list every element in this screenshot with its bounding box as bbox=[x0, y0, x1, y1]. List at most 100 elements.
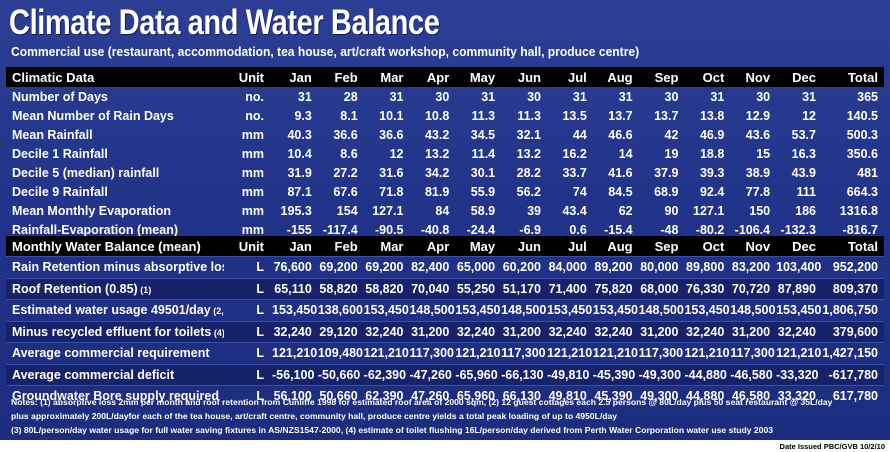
value-cell: 69,200 bbox=[317, 256, 364, 278]
climate-header-cell: Apr bbox=[409, 67, 456, 87]
unit-cell: L bbox=[224, 342, 272, 364]
unit-cell: mm bbox=[241, 165, 264, 180]
value-cell: 29,120 bbox=[317, 320, 364, 343]
value-cell: 27.2 bbox=[333, 165, 358, 180]
value-cell: 31 bbox=[802, 89, 816, 104]
climate-header-cell: Sep bbox=[638, 67, 685, 87]
climate-header-cell: Jan bbox=[272, 67, 318, 87]
value-cell: 150 bbox=[749, 203, 771, 218]
value-cell: 31 bbox=[572, 89, 587, 104]
value-cell: 42 bbox=[664, 127, 679, 142]
value-cell: -56,100 bbox=[272, 363, 318, 386]
balance-header-cell: Jul bbox=[546, 236, 593, 257]
value-cell: 148,500 bbox=[501, 299, 547, 321]
row-label: Rain Retention minus absorptive loss (1) bbox=[6, 256, 224, 278]
note-line-3: (3) 80L/person/day water usage for full … bbox=[11, 425, 774, 435]
balance-header-cell: Dec bbox=[776, 236, 822, 257]
value-cell: 127.1 bbox=[693, 203, 725, 218]
value-cell: 103,400 bbox=[776, 256, 822, 278]
value-cell: 121,210 bbox=[776, 342, 822, 364]
climate-header-cell: Climatic Data bbox=[6, 67, 224, 87]
balance-header-cell: Jun bbox=[501, 236, 547, 257]
note-reference: (4) bbox=[211, 327, 224, 338]
value-cell: 1,427,150 bbox=[822, 342, 884, 364]
value-cell: 36.6 bbox=[333, 127, 358, 142]
value-cell: 55,250 bbox=[455, 277, 502, 300]
value-cell: 31.6 bbox=[379, 165, 404, 180]
value-cell: 90 bbox=[664, 203, 679, 218]
value-cell: 44 bbox=[572, 127, 587, 142]
value-cell: 18.8 bbox=[699, 146, 725, 161]
value-cell: 109,480 bbox=[317, 342, 364, 364]
balance-table-row: Groundwater Bore supply required L 56,100 5… bbox=[6, 385, 884, 407]
value-cell: -45,390 bbox=[592, 363, 639, 386]
value-cell: 41.6 bbox=[608, 165, 633, 180]
balance-header-cell: Oct bbox=[684, 236, 731, 257]
value-cell: 117,300 bbox=[730, 342, 777, 364]
value-cell: 138,600 bbox=[317, 299, 364, 321]
value-cell: 153,450 bbox=[363, 299, 410, 321]
balance-header-cell: Jan bbox=[272, 236, 318, 257]
value-cell: 65,000 bbox=[455, 256, 502, 278]
balance-header-cell: Apr bbox=[409, 236, 456, 257]
value-cell: 47,260 bbox=[409, 385, 456, 407]
climate-header-cell: May bbox=[455, 67, 502, 87]
value-cell: 43.2 bbox=[424, 127, 450, 142]
value-cell: 153,450 bbox=[546, 299, 593, 321]
value-cell: 31,200 bbox=[638, 320, 685, 343]
value-cell: 34.5 bbox=[470, 127, 496, 142]
climate-header-row: Climatic Data Unit Jan Feb Mar Apr May Jun Jul Au… bbox=[6, 67, 884, 87]
value-cell: 13.2 bbox=[424, 146, 450, 161]
balance-header-cell: Mar bbox=[363, 236, 410, 257]
value-cell: 30 bbox=[756, 89, 771, 104]
value-cell: 10.8 bbox=[424, 108, 450, 123]
value-cell: -66,130 bbox=[501, 363, 547, 386]
value-cell: 31 bbox=[297, 89, 312, 104]
value-cell: 30 bbox=[664, 89, 679, 104]
value-cell: 68.9 bbox=[654, 184, 679, 199]
value-cell: 43.6 bbox=[745, 127, 771, 142]
value-cell: 127.1 bbox=[372, 203, 404, 218]
row-label: Decile 9 Rainfall bbox=[12, 184, 108, 199]
value-cell: 31,200 bbox=[409, 320, 456, 343]
value-cell: 87.1 bbox=[287, 184, 312, 199]
value-cell: 8.1 bbox=[340, 108, 358, 123]
value-cell: -6.9 bbox=[519, 222, 541, 237]
balance-table-row: Average commercial deficit L -56,100 -50,66… bbox=[6, 363, 884, 386]
row-label: Mean Monthly Evaporation bbox=[12, 203, 172, 218]
balance-table-row: Rain Retention minus absorptive loss (1)… bbox=[6, 256, 884, 278]
value-cell: 154 bbox=[336, 203, 358, 218]
balance-table-row: Estimated water usage 49501/day (2,3)L15… bbox=[6, 299, 884, 321]
row-label-text: Groundwater Bore supply required bbox=[12, 389, 219, 404]
row-label: Minus recycled effluent for toilets (4) bbox=[6, 320, 224, 343]
value-cell: 664.3 bbox=[846, 184, 878, 199]
unit-cell: mm bbox=[241, 146, 264, 161]
value-cell: 9.3 bbox=[294, 108, 312, 123]
row-label: Mean Rainfall bbox=[12, 127, 93, 142]
value-cell: 31,200 bbox=[730, 320, 777, 343]
climate-table-row: Mean Monthly Evaporation mm 195.3 154 127.1 8… bbox=[6, 201, 884, 220]
page-subtitle: Commercial use (restaurant, accommodatio… bbox=[11, 44, 640, 59]
climate-header-cell: Nov bbox=[730, 67, 777, 87]
value-cell: 148,500 bbox=[409, 299, 456, 321]
balance-header-row: Monthly Water Balance (mean) Unit Jan Feb Ma… bbox=[6, 236, 884, 257]
value-cell: 40.3 bbox=[287, 127, 312, 142]
unit-cell: mm bbox=[241, 203, 264, 218]
value-cell: 30 bbox=[435, 89, 450, 104]
climate-data-table: Climatic Data Unit Jan Feb Mar Apr May Jun Jul Au… bbox=[6, 67, 884, 239]
value-cell: -132.3 bbox=[780, 222, 816, 237]
value-cell: 32.1 bbox=[516, 127, 541, 142]
value-cell: 77.8 bbox=[745, 184, 771, 199]
value-cell: 70,720 bbox=[730, 277, 777, 300]
value-cell: 31 bbox=[618, 89, 633, 104]
value-cell: -49,300 bbox=[638, 363, 685, 386]
value-cell: 13.7 bbox=[654, 108, 679, 123]
climate-table-row: Number of Days no. 31 28 31 30 31 30 31 31 30 31 30 3… bbox=[6, 87, 884, 106]
value-cell: -47,260 bbox=[409, 363, 456, 386]
value-cell: 148,500 bbox=[730, 299, 777, 321]
value-cell: -65,960 bbox=[455, 363, 502, 386]
climate-header-cell: Jul bbox=[546, 67, 593, 87]
value-cell: 31 bbox=[710, 89, 725, 104]
unit-cell: mm bbox=[241, 222, 264, 237]
climate-header-cell: Feb bbox=[317, 67, 364, 87]
